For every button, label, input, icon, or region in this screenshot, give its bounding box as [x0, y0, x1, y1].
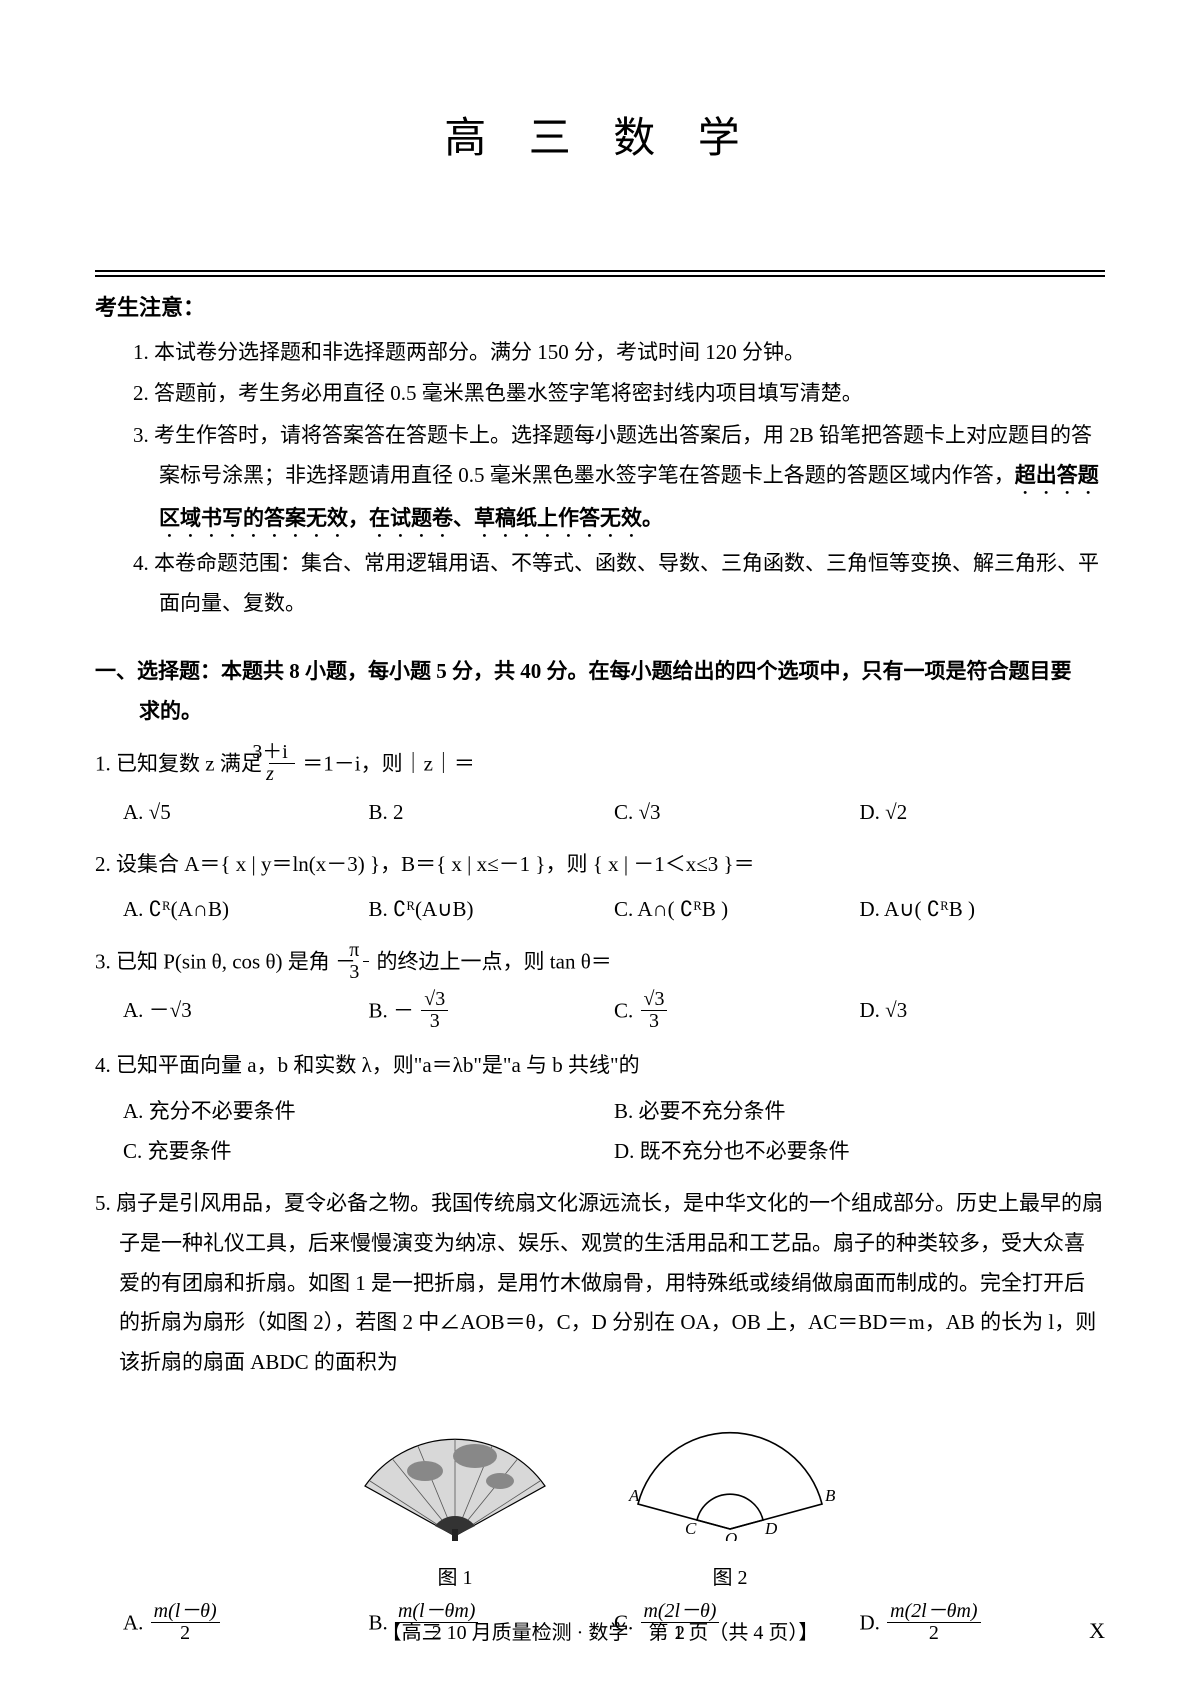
q3-b-frac: √3 3 [421, 989, 448, 1032]
q3-b-num: √3 [421, 989, 448, 1011]
q2-opt-b: B. ∁ᴿ(A∪B) [369, 890, 615, 930]
q3-c-frac: √3 3 [641, 989, 668, 1032]
q3-c-pre: C. [614, 999, 639, 1023]
q3-b-pre: B. － [369, 999, 415, 1023]
q1-pre: 1. 已知复数 z 满足 [95, 751, 262, 775]
section-1-line1: 一、选择题：本题共 8 小题，每小题 5 分，共 40 分。在每小题给出的四个选… [95, 659, 1072, 683]
exam-page: 高 三 数 学 考生注意： 1. 本试卷分选择题和非选择题两部分。满分 150 … [0, 0, 1200, 1697]
q3-post: 的终边上一点，则 tan θ＝ [377, 950, 612, 974]
question-3: 3. 已知 P(sin θ, cos θ) 是角 － π 3 的终边上一点，则 … [95, 942, 1105, 1034]
q4-opt-c: C. 充要条件 [123, 1132, 614, 1172]
page-footer-x: X [1089, 1610, 1105, 1652]
q1-post: ＝1－i，则｜z｜＝ [302, 751, 475, 775]
rule-top-2 [95, 275, 1105, 277]
notice-item-4: 4. 本卷命题范围：集合、常用逻辑用语、不等式、函数、导数、三角函数、三角恒等变… [133, 544, 1105, 624]
question-5: 5. 扇子是引风用品，夏令必备之物。我国传统扇文化源远流长，是中华文化的一个组成… [95, 1184, 1105, 1646]
q4-opt-a: A. 充分不必要条件 [123, 1092, 614, 1132]
fig2-label-a: A [628, 1486, 640, 1505]
q4-opt-d: D. 既不充分也不必要条件 [614, 1132, 1105, 1172]
page-title: 高 三 数 学 [95, 100, 1105, 180]
rule-top-1 [95, 270, 1105, 272]
q3-frac: π 3 [363, 940, 369, 983]
q2-options: A. ∁ᴿ(A∩B) B. ∁ᴿ(A∪B) C. A∩( ∁ᴿB ) D. A∪… [95, 890, 1105, 930]
q4-stem: 4. 已知平面向量 a，b 和实数 λ，则"a＝λb"是"a 与 b 共线"的 [95, 1046, 1105, 1086]
sector-diagram: A B C D O [615, 1401, 845, 1541]
figure-2-caption: 图 2 [615, 1559, 845, 1597]
question-1: 1. 已知复数 z 满足 3＋i z ＝1－i，则｜z｜＝ A. √5 B. 2… [95, 744, 1105, 833]
q2-opt-d: D. A∪( ∁ᴿB ) [860, 890, 1106, 930]
q3-c-den: 3 [641, 1011, 668, 1032]
question-2: 2. 设集合 A＝{ x | y＝ln(x－3) }，B＝{ x | x≤－1 … [95, 845, 1105, 931]
fig2-label-o: O [725, 1529, 737, 1541]
q1-opt-a: A. √5 [123, 793, 369, 833]
section-1-line2: 求的。 [95, 692, 1105, 732]
q1-frac-num: 3＋i [269, 742, 295, 764]
q5-figures: 图 1 A B C D O 图 2 [95, 1401, 1105, 1597]
q3-stem: 3. 已知 P(sin θ, cos θ) 是角 － π 3 的终边上一点，则 … [95, 942, 1105, 985]
notice-item-1: 1. 本试卷分选择题和非选择题两部分。满分 150 分，考试时间 120 分钟。 [133, 333, 1105, 373]
q3-frac-num: π [363, 940, 369, 962]
fig2-label-b: B [825, 1486, 836, 1505]
q1-options: A. √5 B. 2 C. √3 D. √2 [95, 793, 1105, 833]
fig2-label-c: C [685, 1519, 697, 1538]
section-1-heading: 一、选择题：本题共 8 小题，每小题 5 分，共 40 分。在每小题给出的四个选… [95, 652, 1105, 732]
q1-opt-d: D. √2 [860, 793, 1106, 833]
notice-heading: 考生注意： [95, 287, 1105, 329]
notice-item-3: 3. 考生作答时，请将答案答在答题卡上。选择题每小题选出答案后，用 2B 铅笔把… [133, 416, 1105, 542]
q3-options: A. －√3 B. － √3 3 C. √3 3 D. √3 [95, 991, 1105, 1034]
notice-item-2: 2. 答题前，考生务必用直径 0.5 毫米黑色墨水签字笔将密封线内项目填写清楚。 [133, 374, 1105, 414]
q4-opt-b: B. 必要不充分条件 [614, 1092, 1105, 1132]
q3-opt-c: C. √3 3 [614, 991, 860, 1034]
q3-opt-b: B. － √3 3 [369, 991, 615, 1034]
q1-stem: 1. 已知复数 z 满足 3＋i z ＝1－i，则｜z｜＝ [95, 744, 1105, 787]
fig2-label-d: D [764, 1519, 778, 1538]
q1-frac: 3＋i z [269, 742, 295, 785]
question-4: 4. 已知平面向量 a，b 和实数 λ，则"a＝λb"是"a 与 b 共线"的 … [95, 1046, 1105, 1172]
q3-frac-den: 3 [363, 962, 369, 983]
q2-opt-c: C. A∩( ∁ᴿB ) [614, 890, 860, 930]
q2-opt-a: A. ∁ᴿ(A∩B) [123, 890, 369, 930]
q4-options: A. 充分不必要条件 B. 必要不充分条件 C. 充要条件 D. 既不充分也不必… [95, 1092, 1105, 1172]
q3-opt-d: D. √3 [860, 991, 1106, 1034]
q1-frac-den: z [269, 764, 295, 785]
q3-pre: 3. 已知 P(sin θ, cos θ) 是角 － [95, 950, 356, 974]
figure-2: A B C D O 图 2 [615, 1401, 845, 1597]
q1-opt-c: C. √3 [614, 793, 860, 833]
q5-stem: 5. 扇子是引风用品，夏令必备之物。我国传统扇文化源远流长，是中华文化的一个组成… [95, 1184, 1105, 1383]
fan-illustration [355, 1401, 555, 1541]
q3-b-den: 3 [421, 1011, 448, 1032]
q3-opt-a: A. －√3 [123, 991, 369, 1034]
q2-stem: 2. 设集合 A＝{ x | y＝ln(x－3) }，B＝{ x | x≤－1 … [95, 845, 1105, 885]
figure-1: 图 1 [355, 1401, 555, 1597]
q3-c-num: √3 [641, 989, 668, 1011]
notice-list: 1. 本试卷分选择题和非选择题两部分。满分 150 分，考试时间 120 分钟。… [95, 333, 1105, 624]
q1-opt-b: B. 2 [369, 793, 615, 833]
figure-1-caption: 图 1 [355, 1559, 555, 1597]
notice-3-pre: 3. 考生作答时，请将答案答在答题卡上。选择题每小题选出答案后，用 2B 铅笔把… [133, 423, 1092, 487]
page-footer: 【高三 10 月质量检测 · 数学 第 1 页（共 4 页）】 [0, 1614, 1200, 1652]
